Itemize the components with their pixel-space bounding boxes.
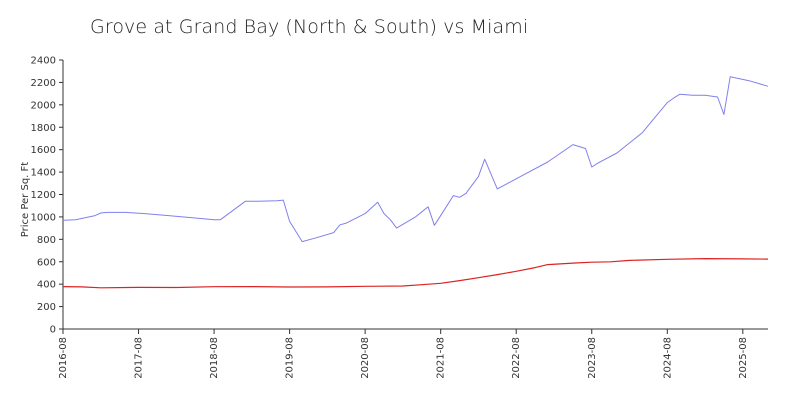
x-tick-label: 2021-08 [436, 337, 447, 379]
y-tick-label: 800 [37, 235, 56, 246]
y-tick-label: 1600 [31, 145, 56, 156]
x-tick-label: 2019-08 [285, 337, 296, 379]
y-tick-label: 400 [37, 280, 56, 291]
x-tick-label: 2018-08 [209, 337, 220, 379]
series-line-1 [62, 76, 769, 243]
y-axis-label: Price Per Sq. Ft [20, 162, 31, 237]
x-tick-label: 2024-08 [662, 337, 673, 379]
y-tick-label: 1000 [31, 212, 56, 223]
y-tick-label: 2000 [31, 100, 56, 111]
y-tick-label: 2400 [31, 56, 56, 67]
x-tick-label: 2025-08 [738, 337, 749, 379]
y-tick-label: 1800 [31, 123, 56, 134]
series-line-2 [62, 258, 769, 289]
series-layer [62, 76, 769, 289]
x-tick-label: 2020-08 [360, 337, 371, 379]
y-tick-label: 1200 [31, 190, 56, 201]
axes: 0 200 400 600 800 1000 1200 1400 1600 1800 2000 220… [20, 56, 768, 379]
y-tick-label: 600 [37, 257, 56, 268]
x-tick-label: 2022-08 [511, 337, 522, 379]
y-tick-label: 2200 [31, 78, 56, 89]
x-tick-label: 2023-08 [587, 337, 598, 379]
y-tick-label: 0 [50, 325, 56, 336]
x-tick-label: 2016-08 [58, 337, 69, 379]
chart-title: Grove at Grand Bay (North & South) vs Mi… [90, 16, 529, 38]
y-tick-label: 1400 [31, 168, 56, 179]
y-tick-label: 200 [37, 302, 56, 313]
x-tick-label: 2017-08 [134, 337, 145, 379]
